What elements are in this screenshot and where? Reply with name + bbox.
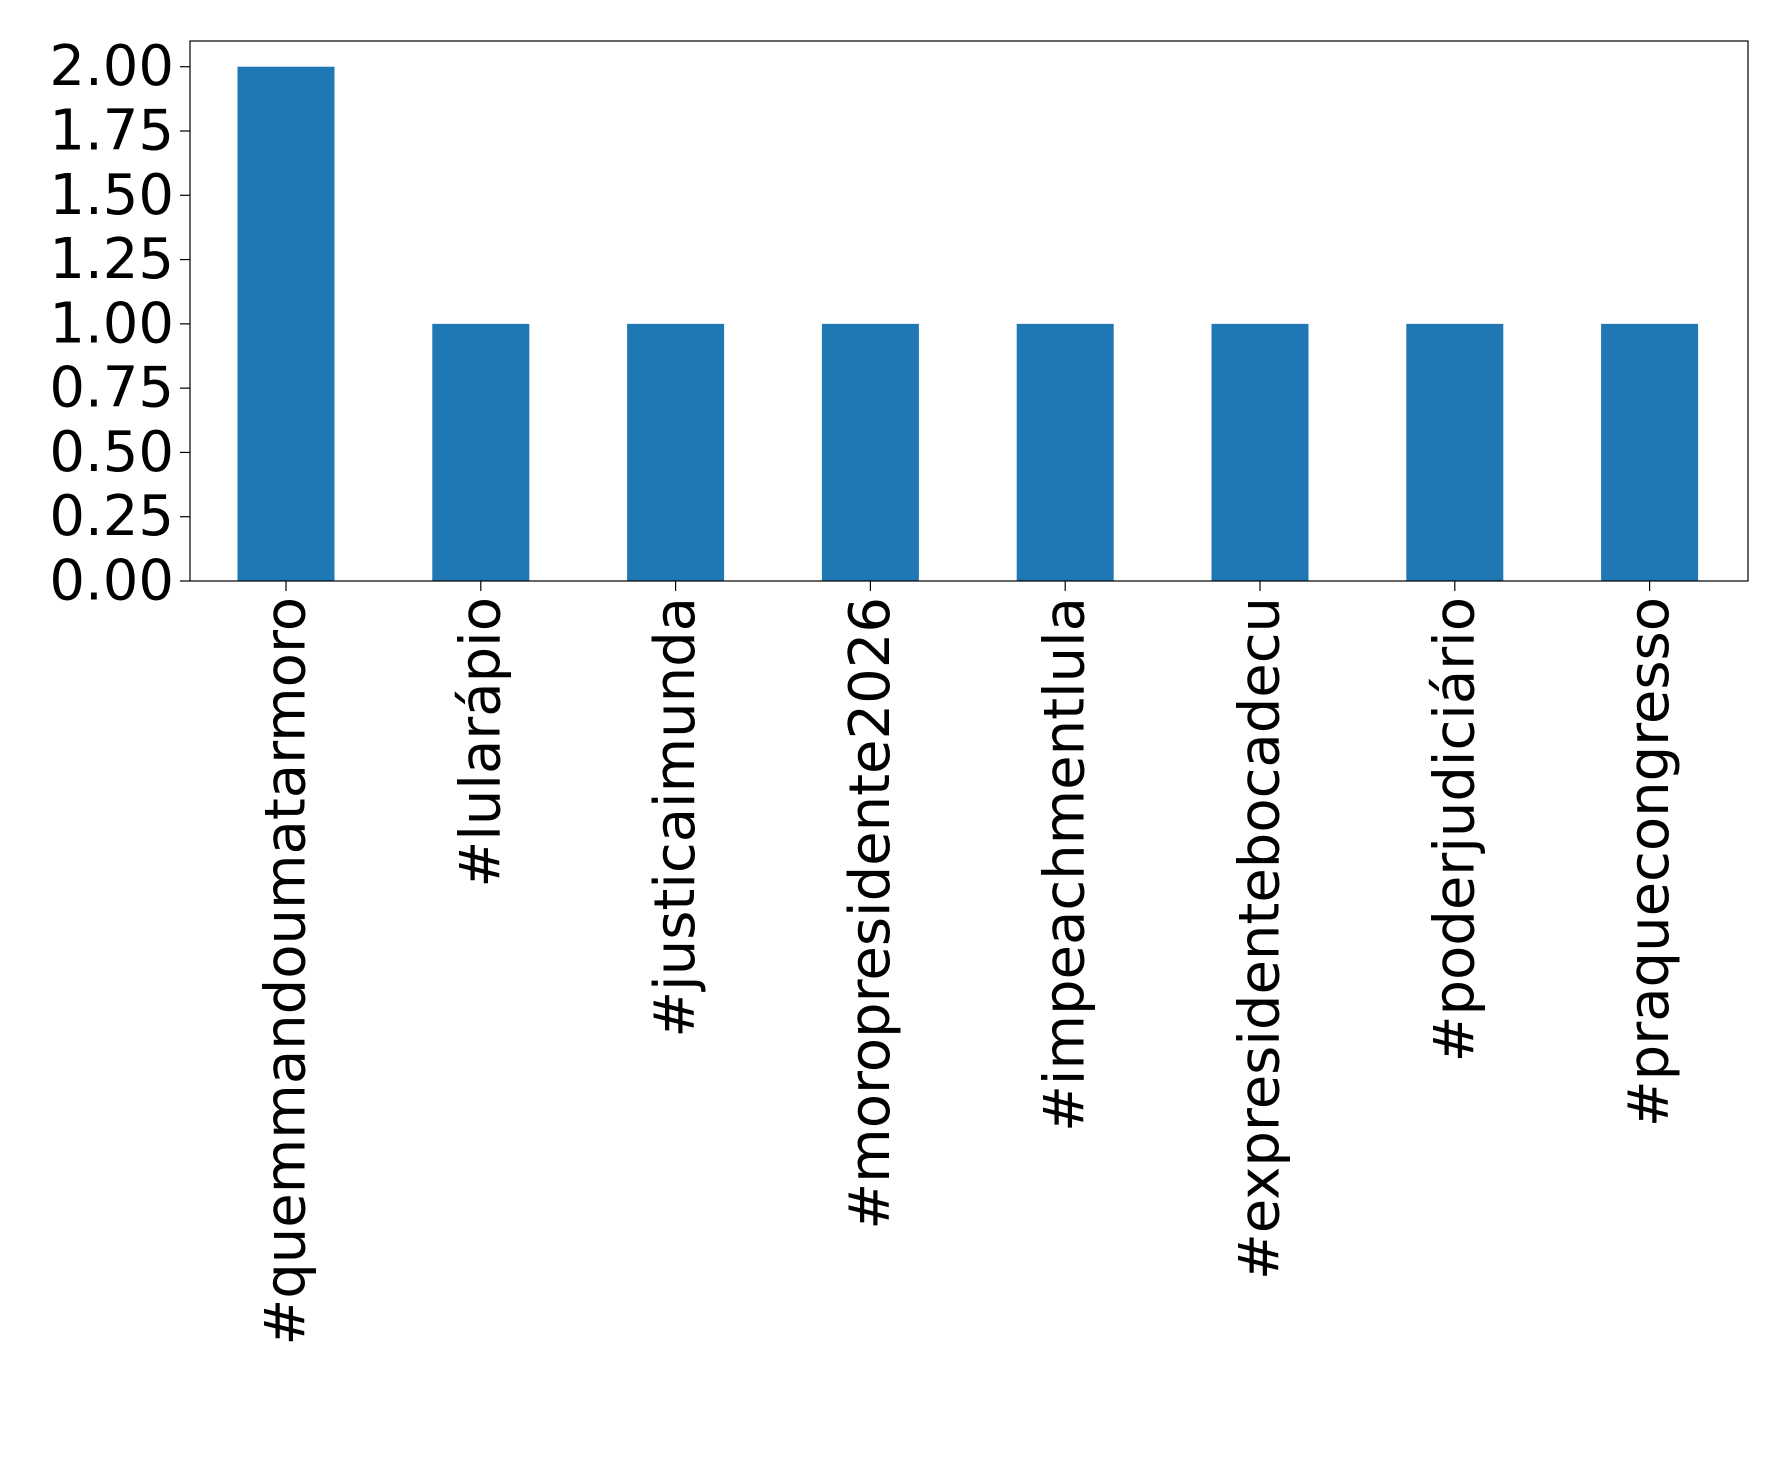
- x-tick-label-7: #praquecongresso: [1617, 597, 1682, 1127]
- y-axis: 0.000.250.500.751.001.251.501.752.00: [49, 34, 190, 614]
- y-tick-label-6: 1.50: [49, 163, 174, 228]
- bar-6: [1406, 323, 1504, 581]
- bars-layer: [237, 66, 1699, 581]
- bar-1: [432, 323, 530, 581]
- x-tick-label-6: #poderjudiciário: [1422, 597, 1487, 1062]
- y-tick-label-7: 1.75: [49, 99, 174, 164]
- bar-4: [1016, 323, 1114, 581]
- x-tick-label-2: #justicaimunda: [643, 597, 708, 1038]
- bar-5: [1211, 323, 1309, 581]
- y-tick-label-4: 1.00: [49, 291, 174, 356]
- x-axis: #quemmandoumatarmoro #lularápio #justicaim…: [254, 581, 1682, 1346]
- x-tick-label-0: #quemmandoumatarmoro: [254, 597, 319, 1346]
- x-tick-label-4: #impeachmentlula: [1033, 597, 1098, 1132]
- y-tick-label-3: 0.75: [49, 356, 174, 421]
- y-tick-label-2: 0.50: [49, 420, 174, 485]
- y-tick-label-8: 2.00: [49, 34, 174, 99]
- x-tick-label-3: #moropresidente2026: [838, 597, 903, 1230]
- bar-3: [821, 323, 919, 581]
- plot-frame: [189, 40, 1749, 582]
- bar-7: [1601, 323, 1699, 581]
- bar-2: [627, 323, 725, 581]
- bar-0: [237, 66, 335, 581]
- y-tick-label-0: 0.00: [49, 549, 174, 614]
- y-tick-label-1: 0.25: [49, 484, 174, 549]
- x-tick-label-1: #lularápio: [448, 597, 513, 888]
- y-tick-label-5: 1.25: [49, 227, 174, 292]
- x-tick-label-5: #expresidentebocadecu: [1228, 597, 1293, 1280]
